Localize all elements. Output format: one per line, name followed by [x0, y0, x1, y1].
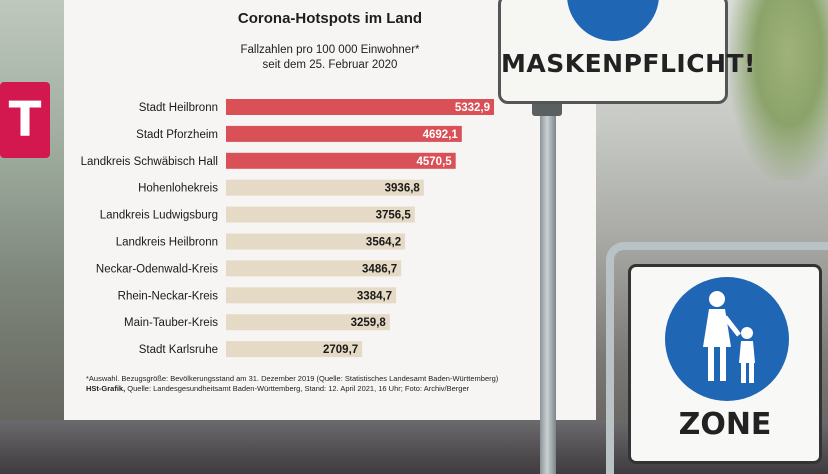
sign-pole — [540, 102, 556, 474]
photo-background-left — [0, 0, 64, 474]
value-label: 4570,5 — [416, 156, 452, 168]
value-label: 3259,8 — [351, 317, 387, 329]
value-label: 3384,7 — [357, 290, 392, 302]
value-label: 3564,2 — [366, 237, 401, 249]
telekom-letter: T — [8, 92, 42, 148]
value-label: 2709,7 — [323, 344, 358, 356]
category-label: Hohenlohekreis — [138, 183, 218, 195]
chart-subtitle-line-2: seit dem 25. Februar 2020 — [262, 59, 398, 71]
bar — [226, 260, 402, 277]
category-label: Main-Tauber-Kreis — [124, 317, 218, 329]
bar — [226, 179, 424, 196]
mask-mandate-sign: MASKENPFLICHT! — [498, 0, 756, 104]
bar — [226, 314, 390, 331]
chart-footnote: *Auswahl. Bezugsgröße: Bevölkerungsstand… — [86, 374, 586, 394]
bar — [226, 206, 415, 223]
value-label: 3936,8 — [385, 183, 421, 195]
value-label: 3756,5 — [376, 210, 412, 222]
mask-pictogram-icon — [567, 0, 659, 41]
sign-frame — [606, 242, 828, 474]
bar — [226, 287, 397, 304]
telekom-logo-sign: T — [0, 82, 50, 158]
category-label: Rhein-Neckar-Kreis — [118, 290, 219, 302]
chart-panel: Corona-Hotspots im Land Fallzahlen pro 1… — [64, 0, 596, 420]
footnote-credit-bold: HSt-Grafik, — [86, 384, 126, 393]
footnote-source-line: *Auswahl. Bezugsgröße: Bevölkerungsstand… — [86, 374, 499, 383]
footnote-credit-line: HSt-Grafik, Quelle: Landesgesundheitsamt… — [86, 384, 586, 394]
chart-subtitle-line-1: Fallzahlen pro 100 000 Einwohner* — [240, 44, 420, 56]
category-label: Neckar-Odenwald-Kreis — [96, 263, 218, 275]
category-label: Landkreis Ludwigsburg — [100, 210, 218, 222]
bar — [226, 152, 456, 169]
mask-sign-text: MASKENPFLICHT! — [501, 49, 756, 78]
pedestrian-zone-sign: ZONE — [628, 264, 822, 464]
bar — [226, 233, 406, 250]
category-label: Landkreis Heilbronn — [116, 237, 218, 249]
category-label: Landkreis Schwäbisch Hall — [81, 156, 218, 168]
category-label: Stadt Pforzheim — [136, 129, 218, 141]
value-label: 4692,1 — [423, 129, 459, 141]
value-label: 3486,7 — [362, 263, 397, 275]
chart-title: Corona-Hotspots im Land — [237, 10, 423, 27]
bar — [226, 125, 462, 142]
category-label: Stadt Karlsruhe — [139, 344, 218, 356]
value-label: 5332,9 — [455, 102, 490, 114]
photo-foliage — [730, 0, 828, 180]
pedestrian-zone-icon — [665, 277, 789, 401]
bar — [226, 341, 363, 358]
category-label: Stadt Heilbronn — [139, 102, 218, 114]
bar — [226, 99, 494, 115]
bar-chart: Stadt Heilbronn 5332,9 Stadt Pforzheim 4692… — [81, 99, 494, 358]
zone-sign-text: ZONE — [678, 407, 772, 442]
footnote-credit-text: Quelle: Landesgesundheitsamt Baden-Württ… — [125, 384, 470, 393]
